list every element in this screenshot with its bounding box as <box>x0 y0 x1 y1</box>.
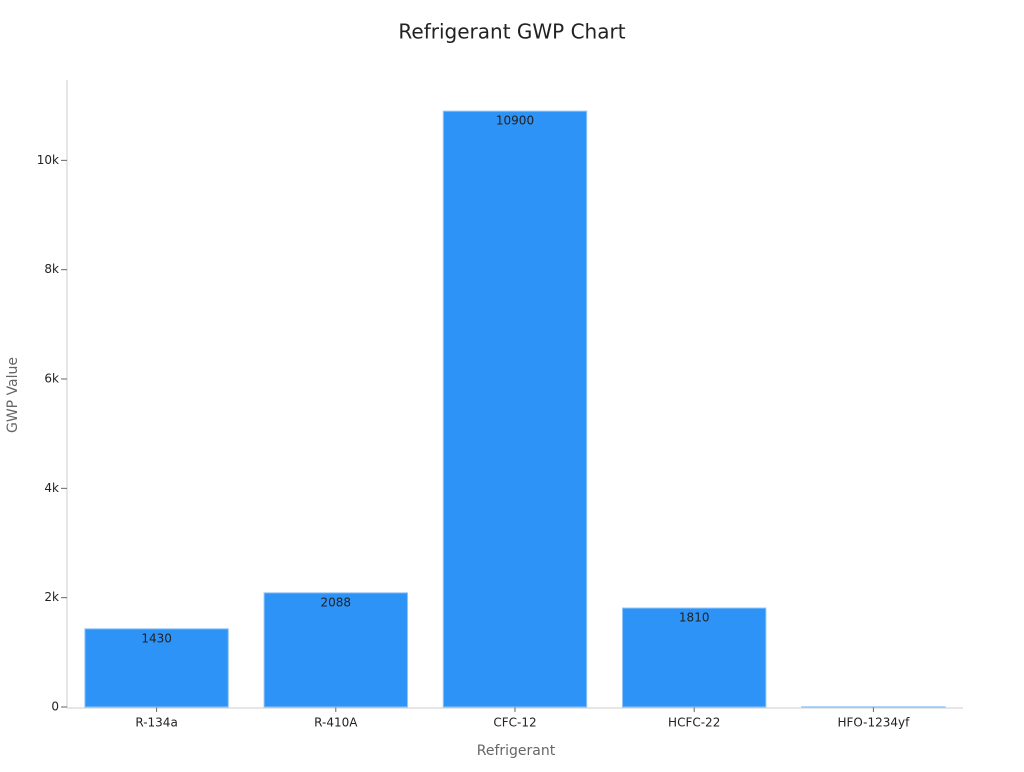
bar <box>443 111 586 707</box>
x-tick-label: R-410A <box>314 716 358 730</box>
y-tick-label: 10k <box>37 153 59 167</box>
y-tick-label: 6k <box>44 372 59 386</box>
y-tick-label: 0 <box>51 700 59 714</box>
chart-title: Refrigerant GWP Chart <box>398 20 625 44</box>
data-label: 1430 <box>141 631 172 645</box>
y-tick-label: 2k <box>44 590 59 604</box>
x-axis-title: Refrigerant <box>477 743 556 759</box>
x-tick-label: HCFC-22 <box>668 716 720 730</box>
x-tick-label: R-134a <box>135 716 177 730</box>
y-tick-label: 8k <box>44 262 59 276</box>
data-label: 1810 <box>679 611 710 625</box>
data-label: 2088 <box>321 595 352 609</box>
data-label: 10900 <box>496 114 534 128</box>
y-tick-label: 4k <box>44 481 59 495</box>
x-tick-label: CFC-12 <box>493 716 536 730</box>
bar <box>264 593 407 707</box>
x-tick-label: HFO-1234yf <box>837 716 910 730</box>
y-axis-title: GWP Value <box>5 357 21 433</box>
